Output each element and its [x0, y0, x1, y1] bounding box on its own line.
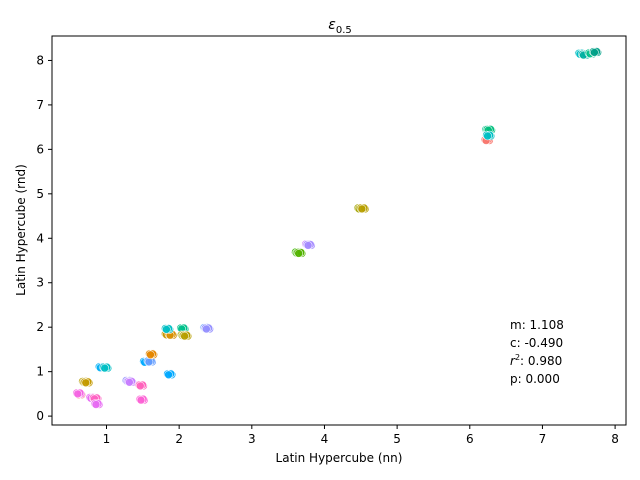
x-tick-label-3: 4 — [321, 432, 329, 446]
data-point-26-4 — [294, 249, 304, 258]
x-tick-label-6: 7 — [539, 432, 547, 446]
data-point-14-4 — [144, 357, 154, 367]
data-point-28-4 — [303, 241, 313, 250]
data-point-38-4 — [590, 48, 599, 57]
x-tick-label-1: 2 — [175, 432, 183, 446]
y-tick-label-7: 7 — [36, 98, 44, 112]
x-tick-label-2: 3 — [248, 432, 256, 446]
x-tick-label-0: 1 — [103, 432, 111, 446]
plot-frame — [51, 35, 627, 426]
x-tick-label-4: 5 — [393, 432, 401, 446]
data-point-34-4 — [483, 131, 492, 141]
y-tick-label-1: 1 — [36, 365, 44, 379]
data-point-24-4 — [202, 324, 211, 334]
chart-title-symbol: ε — [328, 17, 336, 33]
data-point-8-4 — [100, 363, 109, 373]
stat-slope: m: 1.108 — [510, 318, 564, 332]
data-points — [72, 47, 603, 409]
chart-title-subscript: 0.5 — [336, 25, 352, 36]
x-tick-label-5: 6 — [466, 432, 474, 446]
stat-p-value: p: 0.000 — [510, 372, 560, 386]
y-tick-label-4: 4 — [36, 231, 44, 245]
data-point-1-4 — [73, 389, 83, 399]
y-tick-label-3: 3 — [36, 276, 44, 290]
y-tick-label-0: 0 — [36, 409, 44, 423]
data-point-30-4 — [357, 204, 367, 214]
chart-title: ε0.5 — [328, 17, 351, 36]
y-axis-label: Latin Hypercube (rnd) — [14, 164, 28, 296]
x-axis-label: Latin Hypercube (nn) — [276, 451, 403, 465]
stat-r-squared-symbol: r — [510, 354, 516, 368]
y-axis-ticks: 0 1 2 3 4 5 6 7 8 — [36, 53, 52, 423]
y-tick-label-8: 8 — [36, 53, 44, 67]
data-point-6-4 — [91, 400, 101, 409]
data-point-12-4 — [136, 395, 146, 405]
stat-r-squared-exponent: 2 — [515, 353, 520, 362]
x-tick-label-7: 8 — [611, 432, 619, 446]
stat-r-squared: r2: 0.980 — [510, 353, 562, 368]
data-point-22-4 — [180, 331, 189, 341]
y-tick-label-5: 5 — [36, 187, 44, 201]
regression-stats: m: 1.108 c: -0.490 r2: 0.980 p: 0.000 — [510, 318, 564, 386]
data-point-3-4 — [81, 378, 91, 388]
data-point-15-4 — [146, 350, 155, 360]
y-tick-label-2: 2 — [36, 320, 44, 334]
data-point-10-4 — [125, 377, 134, 387]
x-axis-ticks: 1 2 3 4 5 6 7 8 — [103, 425, 619, 446]
data-point-18-4 — [162, 325, 171, 334]
data-point-11-4 — [136, 381, 145, 391]
stat-intercept: c: -0.490 — [510, 336, 563, 350]
stat-r-squared-value: : 0.980 — [520, 354, 562, 368]
y-tick-label-6: 6 — [36, 142, 44, 156]
data-point-19-4 — [164, 370, 173, 380]
